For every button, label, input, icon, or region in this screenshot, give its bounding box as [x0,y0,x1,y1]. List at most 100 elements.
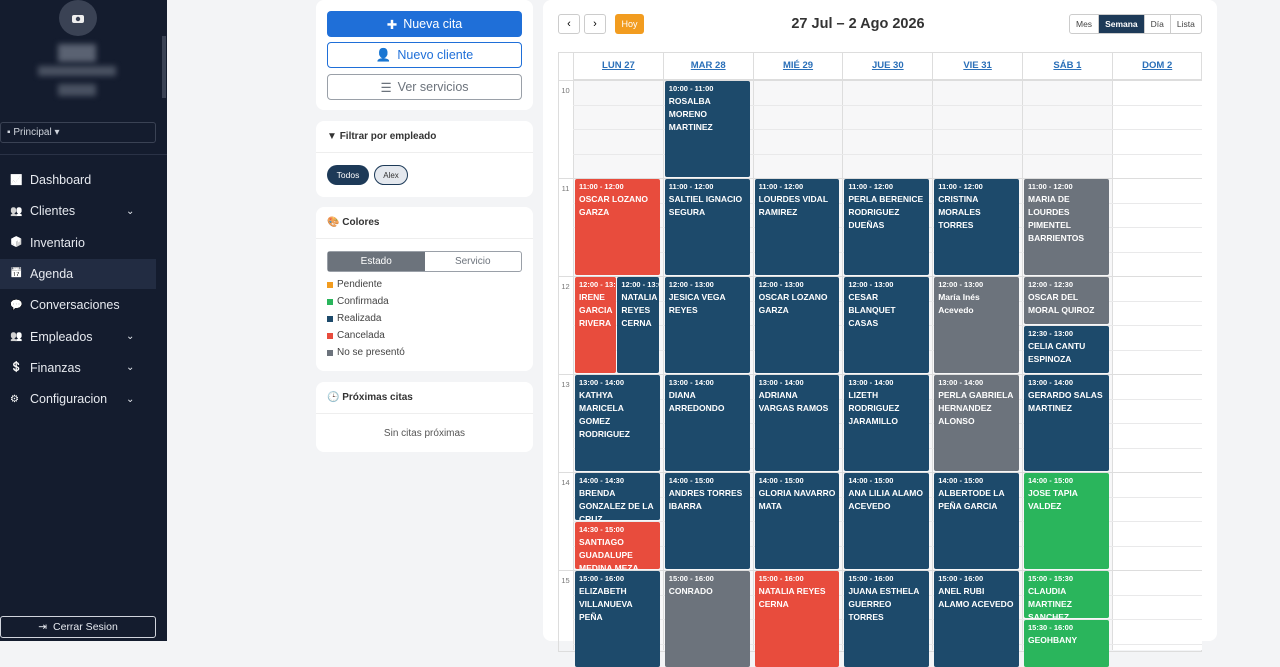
day-header[interactable]: JUE 30 [842,52,933,80]
appointment[interactable]: 12:00 - 13:00 María Inés Acevedo [934,277,1019,373]
prev-button[interactable]: ‹ [558,14,580,34]
nav-item[interactable]: 💬 Conversaciones [0,290,156,320]
appointment[interactable]: 13:00 - 14:00 DIANA ARREDONDO [664,375,750,471]
appointment[interactable]: 14:00 - 14:30 BRENDA GONZALEZ DE LA CRUZ [575,473,660,520]
appointment[interactable]: 11:00 - 12:00 MARIA DE LOURDES PIMENTEL B… [1024,179,1109,275]
day-header[interactable]: VIE 31 [932,52,1022,80]
next-button[interactable]: › [584,14,606,34]
day-header[interactable]: MAR 28 [662,52,753,80]
legend-item: Cancelada [327,330,385,341]
legend-item: Realizada [327,313,381,324]
appointment-name: ELIZABETH VILLANUEVA PEÑA [579,586,633,622]
appointment[interactable]: 13:00 - 14:00 ADRIANA VARGAS RAMOS [754,375,840,471]
day-header[interactable]: LUN 27 [573,52,663,80]
appointment-name: NATALIA REYES CERNA [621,292,658,328]
appointment-time: 15:00 - 16:00 [579,574,625,583]
appointment-name: BRENDA GONZALEZ DE LA CRUZ [579,488,654,520]
nav-item[interactable]: 💲 Finanzas ⌄ [0,353,156,383]
appointment[interactable]: 13:00 - 14:00 KATHYA MARICELA GOMEZ RODRI… [575,375,660,471]
mode-option[interactable]: Estado [328,252,425,271]
appointment[interactable]: 14:30 - 15:00 SANTIAGO GUADALUPE MEDINA M… [575,522,660,569]
logout-button[interactable]: ⇥ Cerrar Sesion [0,616,156,638]
appointment[interactable]: 14:00 - 15:00 JOSE TAPIA VALDEZ [1024,473,1109,569]
appointment[interactable]: 15:00 - 16:00 NATALIA REYES CERNA [754,571,840,667]
appointment[interactable]: 12:00 - 13:00 JESICA VEGA REYES [664,277,750,373]
nav-item[interactable]: 📅 Agenda [0,258,156,289]
appointment[interactable]: 15:00 - 16:00 ANEL RUBI ALAMO ACEVEDO [934,571,1019,667]
appointment[interactable]: 13:00 - 14:00 GERARDO SALAS MARTINEZ [1024,375,1109,471]
appointment-name: ADRIANA VARGAS RAMOS [758,390,829,413]
nav-icon: 📅 [10,268,23,280]
filter-title: Filtrar por empleado [339,131,437,142]
appointment-name: CONRADO [668,586,713,596]
filter-pill[interactable]: Todos [327,165,369,185]
services-button[interactable]: ☰ Ver servicios [327,74,522,100]
view-button[interactable]: Semana [1098,15,1144,33]
new-appointment-button[interactable]: ✚ Nueva cita [327,11,522,37]
appointment[interactable]: 10:00 - 11:00 ROSALBA MORENO MARTINEZ [664,81,750,177]
filter-panel: ▼ Filtrar por empleado Todos Alex [316,121,533,197]
view-button[interactable]: Lista [1169,15,1201,33]
filter-pill[interactable]: Alex [374,165,408,185]
hour-line [558,472,1202,473]
mode-option[interactable]: Servicio [454,256,491,267]
appointment-time: 13:00 - 14:00 [758,378,804,387]
legend-label: Cancelada [337,330,385,341]
appointment-name: ANEL RUBI ALAMO ACEVEDO [938,586,1014,609]
chevron: ⌄ [126,393,135,405]
appointment-name: JUANA ESTHELA GUERREO TORRES [848,586,920,622]
appointment-name: SALTIEL IGNACIO SEGURA [668,194,743,217]
appointment[interactable]: 12:00 - 13:00 CESAR BLANQUET CASAS [844,277,930,373]
nav-item[interactable]: 👥 Clientes ⌄ [0,196,156,226]
appointment[interactable]: 11:00 - 12:00 PERLA BERENICE RODRIGUEZ DU… [844,179,930,275]
legend-swatch [327,315,333,322]
appointment[interactable]: 15:00 - 16:00 CONRADO [664,571,750,667]
appointment-name: LOURDES VIDAL RAMIREZ [758,194,828,217]
appointment[interactable]: 11:00 - 12:00 SALTIEL IGNACIO SEGURA [664,179,750,275]
today-button[interactable]: Hoy [615,14,644,34]
view-button[interactable]: Mes [1076,19,1093,29]
nav-label: Clientes [30,204,76,219]
appointment-time: 11:00 - 12:00 [668,182,714,191]
appointment-time: 12:00 - 13:00 [938,280,984,289]
avatar[interactable] [59,0,97,36]
appointment[interactable]: 13:00 - 14:00 LIZETH RODRIGUEZ JARAMILLO [844,375,930,471]
appointment-time: 12:00 - 13:00 [579,280,616,289]
appointment[interactable]: 12:00 - 13:00 OSCAR LOZANO GARZA [754,277,840,373]
appointment[interactable]: 12:00 - 13:00 IRENE GARCIA RIVERA [575,277,617,373]
label: Nuevo cliente [397,48,474,62]
appointment-time: 14:00 - 15:00 [938,476,984,485]
nav-item[interactable]: 📈 Dashboard [0,165,156,195]
view-button[interactable]: Día [1143,15,1170,33]
appointment[interactable]: 12:00 - 13:00 NATALIA REYES CERNA [617,277,659,373]
appointment-time: 14:00 - 15:00 [758,476,804,485]
nav-item[interactable]: 👥 Empleados ⌄ [0,322,156,352]
day-header[interactable]: DOM 2 [1111,52,1202,80]
day-header[interactable]: SÁB 1 [1022,52,1112,80]
appointment[interactable]: 11:00 - 12:00 LOURDES VIDAL RAMIREZ [754,179,840,275]
appointment[interactable]: 15:00 - 16:00 ELIZABETH VILLANUEVA PEÑA [575,571,660,667]
label: Ver servicios [397,80,469,94]
day-header[interactable]: MIÉ 29 [752,52,843,80]
appointment[interactable]: 14:00 - 15:00 ALBERTODE LA PEÑA GARCIA [934,473,1019,569]
appointment[interactable]: 15:00 - 15:30 CLAUDIA MARTINEZ SANCHEZ [1024,571,1109,618]
appointment[interactable]: 15:00 - 16:00 JUANA ESTHELA GUERREO TORRE… [844,571,930,667]
appointment[interactable]: 13:00 - 14:00 PERLA GABRIELA HERNANDEZ AL… [934,375,1019,471]
appointment[interactable]: 15:30 - 16:00 GEOHBANY [1024,620,1109,667]
appointment[interactable]: 12:30 - 13:00 CELIA CANTU ESPINOZA [1024,326,1109,373]
legend-label: Pendiente [337,279,383,290]
new-client-button[interactable]: 👤 Nuevo cliente [327,42,522,68]
appointment[interactable]: 14:00 - 15:00 ANA LILIA ALAMO ACEVEDO [844,473,930,569]
nav-item[interactable]: 📦 Inventario [0,228,156,258]
appointment-name: MARIA DE LOURDES PIMENTEL BARRIENTOS [1028,194,1085,243]
nav-label: Agenda [30,266,74,281]
nav-icon: 👥 [10,205,23,217]
appointment[interactable]: 14:00 - 15:00 GLORIA NAVARRO MATA [754,473,840,569]
appointment-name: GEOHBANY [1028,635,1078,645]
nav-item[interactable]: ⚙ Configuracion ⌄ [0,384,156,414]
menu-select[interactable]: ▪ Principal ▾ [0,122,156,143]
appointment[interactable]: 11:00 - 12:00 OSCAR LOZANO GARZA [575,179,660,275]
appointment[interactable]: 12:00 - 12:30 OSCAR DEL MORAL QUIROZ [1024,277,1109,324]
appointment[interactable]: 14:00 - 15:00 ANDRES TORRES IBARRA [664,473,750,569]
appointment[interactable]: 11:00 - 12:00 CRISTINA MORALES TORRES [934,179,1019,275]
